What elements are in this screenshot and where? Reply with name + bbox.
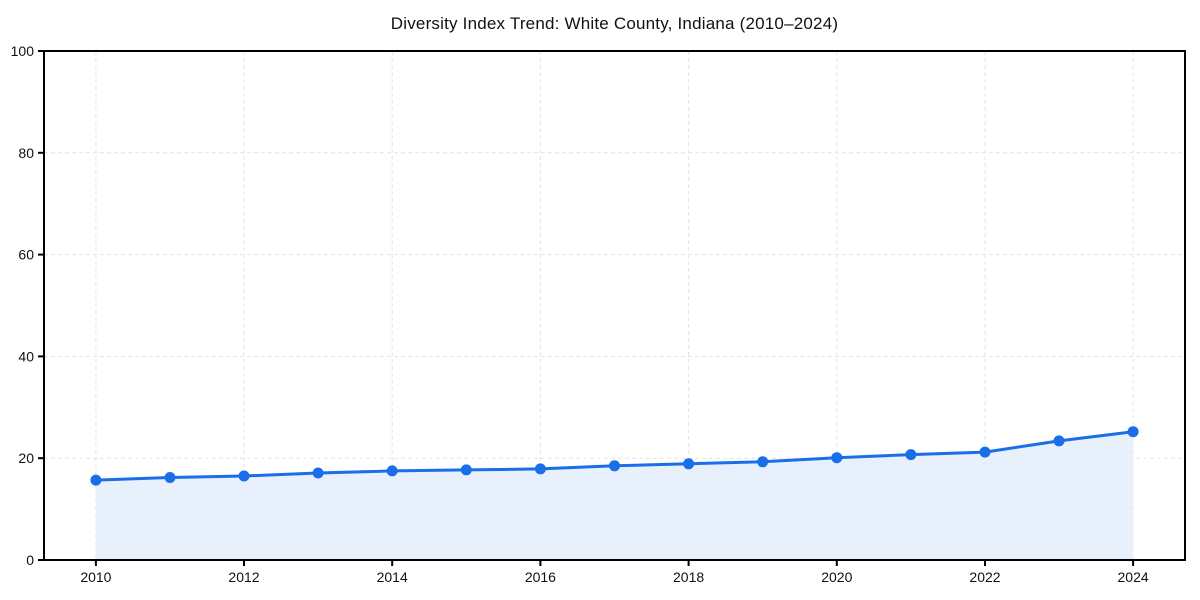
x-tick-label: 2018: [673, 569, 704, 585]
data-point-2023: [1053, 435, 1065, 447]
x-tick-label: 2016: [525, 569, 556, 585]
data-point-2012: [238, 470, 250, 482]
y-tick-label: 60: [18, 247, 34, 263]
data-point-2011: [164, 472, 176, 483]
data-point-2024: [1127, 426, 1139, 438]
x-tick-label: 2014: [377, 569, 408, 585]
x-tick-label: 2010: [80, 569, 111, 585]
y-tick-label: 80: [18, 145, 34, 161]
y-tick-label: 20: [18, 450, 34, 466]
x-tick-label: 2024: [1118, 569, 1149, 585]
data-point-2019: [757, 456, 769, 468]
data-point-2013: [312, 467, 324, 479]
data-point-2018: [683, 458, 695, 470]
data-point-2016: [534, 463, 546, 475]
data-point-2021: [905, 449, 917, 461]
x-tick-label: 2022: [969, 569, 1000, 585]
chart-title: Diversity Index Trend: White County, Ind…: [390, 14, 839, 33]
data-point-2022: [979, 446, 991, 458]
x-tick-label: 2012: [228, 569, 259, 585]
data-point-2017: [609, 460, 620, 472]
data-point-2015: [460, 464, 472, 476]
data-point-2014: [386, 465, 398, 477]
area-fill: [95, 431, 1134, 560]
data-point-2010: [90, 474, 102, 486]
plot-border: [43, 50, 1186, 561]
data-point-2020: [831, 452, 843, 464]
y-tick-label: 0: [26, 552, 34, 568]
x-tick-label: 2020: [821, 569, 852, 585]
y-tick-label: 40: [18, 348, 34, 364]
y-tick-label: 100: [11, 43, 35, 59]
